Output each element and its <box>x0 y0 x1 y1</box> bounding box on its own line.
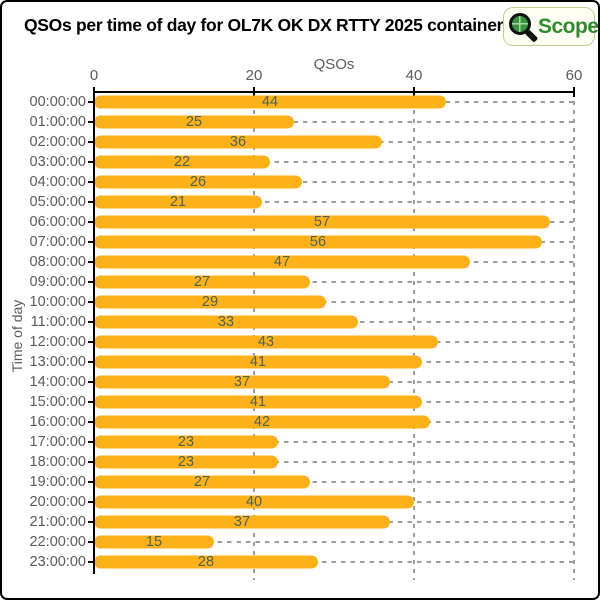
row-label: 13:00:00 <box>29 354 86 370</box>
row-label: 17:00:00 <box>29 434 86 450</box>
row-label: 03:00:00 <box>29 154 86 170</box>
row-label: 05:00:00 <box>29 194 86 210</box>
bar-value-label: 25 <box>185 114 203 130</box>
bar-value-label: 15 <box>145 534 163 550</box>
bar <box>94 295 326 309</box>
bar <box>94 255 470 269</box>
x-tick-label: 40 <box>405 67 423 84</box>
row-label: 02:00:00 <box>29 134 86 150</box>
bar <box>94 375 390 389</box>
bar <box>94 115 294 129</box>
row-gridline <box>94 481 574 483</box>
bar-value-label: 22 <box>173 154 191 170</box>
y-axis-line <box>93 91 95 574</box>
x-axis-title: QSOs <box>313 56 355 73</box>
bar-value-label: 27 <box>193 474 211 490</box>
row-label: 12:00:00 <box>29 334 86 350</box>
plot-area: 0 20 40 60 00:00:00 44 01:00:00 25 02:00:00 36 03:… <box>30 67 582 580</box>
x-tick-label: 0 <box>89 67 99 84</box>
bar-value-label: 29 <box>201 294 219 310</box>
row-label: 06:00:00 <box>29 214 86 230</box>
row-label: 19:00:00 <box>29 474 86 490</box>
row-label: 23:00:00 <box>29 554 86 570</box>
row-label: 16:00:00 <box>29 414 86 430</box>
bar <box>94 335 438 349</box>
bar <box>94 235 542 249</box>
bar-value-label: 23 <box>177 454 195 470</box>
bar <box>94 535 214 549</box>
bar-value-label: 23 <box>177 434 195 450</box>
bar <box>94 555 318 569</box>
row-label: 11:00:00 <box>30 314 86 330</box>
bar-value-label: 41 <box>249 354 267 370</box>
bar <box>94 215 550 229</box>
x-tick-label: 20 <box>245 67 263 84</box>
bar <box>94 315 358 329</box>
bar <box>94 475 310 489</box>
row-label: 00:00:00 <box>29 94 86 110</box>
row-label: 08:00:00 <box>29 254 86 270</box>
magnifier-handle <box>524 28 539 43</box>
bar-value-label: 40 <box>245 494 263 510</box>
row-gridline <box>94 541 574 543</box>
chart-title: QSOs per time of day for OL7K OK DX RTTY… <box>24 15 507 35</box>
bar-value-label: 21 <box>169 194 187 210</box>
bar <box>94 155 270 169</box>
row-label: 22:00:00 <box>29 534 86 550</box>
row-label: 14:00:00 <box>29 374 86 390</box>
row-gridline <box>94 201 574 203</box>
bar-value-label: 56 <box>309 234 327 250</box>
bar-value-label: 44 <box>261 94 279 110</box>
bar <box>94 515 390 529</box>
bar-value-label: 28 <box>197 554 215 570</box>
row-label: 07:00:00 <box>29 234 86 250</box>
qscope-logo: Scope .org <box>503 7 598 46</box>
row-label: 09:00:00 <box>29 274 86 290</box>
magnifying-glass-globe-icon <box>508 11 539 43</box>
row-gridline <box>94 161 574 163</box>
bar <box>94 415 430 429</box>
bar-value-label: 37 <box>233 374 251 390</box>
bar <box>94 395 422 409</box>
row-label: 01:00:00 <box>29 114 86 130</box>
row-gridline <box>94 281 574 283</box>
bar <box>94 355 422 369</box>
bar <box>94 455 278 469</box>
row-gridline <box>94 441 574 443</box>
globe-lens <box>509 12 531 35</box>
row-label: 21:00:00 <box>29 514 86 530</box>
bar-value-label: 26 <box>189 174 207 190</box>
x-gridline-60 <box>573 92 575 580</box>
x-axis-line <box>93 91 575 93</box>
bar-value-label: 36 <box>229 134 247 150</box>
row-label: 20:00:00 <box>29 494 86 510</box>
row-gridline <box>94 461 574 463</box>
row-gridline <box>94 561 574 563</box>
bar-value-label: 33 <box>217 314 235 330</box>
bar-value-label: 57 <box>313 214 331 230</box>
row-label: 10:00:00 <box>29 294 86 310</box>
logo-text: Scope <box>538 15 599 38</box>
bar-value-label: 43 <box>257 334 275 350</box>
bar-value-label: 42 <box>253 414 271 430</box>
bar <box>94 495 414 509</box>
bar <box>94 135 382 149</box>
bar <box>94 195 262 209</box>
row-label: 15:00:00 <box>29 394 86 410</box>
bar <box>94 275 310 289</box>
bar <box>94 95 446 109</box>
row-gridline <box>94 301 574 303</box>
row-gridline <box>94 121 574 123</box>
bar-value-label: 37 <box>233 514 251 530</box>
row-gridline <box>94 181 574 183</box>
bar <box>94 435 278 449</box>
bar-value-label: 41 <box>249 394 267 410</box>
x-tick-label: 60 <box>565 67 583 84</box>
bar-value-label: 27 <box>193 274 211 290</box>
bar-value-label: 47 <box>273 254 291 270</box>
row-label: 04:00:00 <box>29 174 86 190</box>
row-label: 18:00:00 <box>29 454 86 470</box>
bar <box>94 175 302 189</box>
